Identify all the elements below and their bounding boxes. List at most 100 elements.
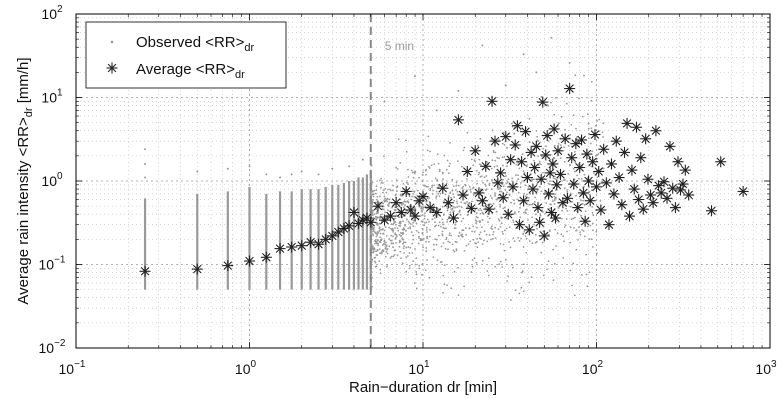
observed-point — [402, 183, 405, 185]
asterisk-stroke — [549, 124, 559, 134]
average-point — [480, 160, 492, 172]
observed-point — [457, 89, 460, 92]
average-point — [343, 220, 355, 232]
observed-point — [535, 240, 538, 243]
asterisk-stroke — [528, 184, 538, 194]
average-point — [637, 203, 649, 215]
observed-point — [475, 242, 478, 245]
observed-point — [590, 189, 593, 192]
observed-point — [574, 74, 577, 77]
observed-point — [375, 189, 378, 192]
observed-point — [506, 181, 509, 184]
observed-point — [394, 206, 396, 209]
observed-point — [375, 218, 378, 221]
average-point — [549, 212, 561, 224]
observed-point — [474, 219, 477, 222]
average-point — [457, 189, 469, 201]
y-tick-base: 10 — [41, 90, 57, 106]
asterisk-stroke — [567, 153, 577, 163]
observed-point — [590, 127, 593, 130]
observed-point — [404, 204, 406, 207]
average-point — [545, 206, 557, 218]
observed-point — [371, 233, 374, 236]
observed-point — [539, 213, 542, 215]
asterisk-stroke — [406, 205, 416, 215]
observed-point — [398, 222, 401, 225]
observed-point — [485, 189, 487, 192]
asterisk-stroke — [607, 159, 616, 169]
observed-point — [536, 135, 539, 138]
observed-point — [479, 213, 482, 215]
observed-point — [453, 199, 456, 202]
asterisk-stroke — [551, 213, 560, 223]
observed-point — [395, 166, 398, 169]
observed-point — [437, 234, 440, 237]
observed-point — [492, 203, 495, 205]
average-point — [465, 202, 477, 214]
observed-point — [371, 193, 374, 196]
observed-point — [578, 226, 580, 229]
observed-point — [378, 226, 381, 229]
observed-point — [602, 136, 604, 138]
asterisk-stroke — [632, 122, 641, 132]
asterisk-stroke — [634, 195, 643, 204]
observed-point — [567, 173, 569, 175]
observed-point — [587, 137, 590, 140]
observed-point — [452, 185, 455, 188]
observed-point — [426, 259, 428, 261]
asterisk-stroke — [580, 216, 590, 226]
observed-point — [450, 196, 452, 199]
observed-point — [530, 276, 533, 278]
observed-point — [384, 199, 387, 202]
observed-point — [418, 235, 420, 238]
observed-point — [409, 226, 411, 228]
observed-point — [392, 235, 394, 238]
observed-point — [300, 170, 303, 173]
observed-point — [467, 243, 470, 246]
average-point — [338, 222, 350, 234]
observed-point — [408, 264, 411, 267]
observed-point — [554, 193, 556, 196]
average-point — [448, 212, 460, 224]
observed-point — [429, 229, 431, 231]
asterisk-stroke — [349, 208, 359, 217]
average-point — [610, 135, 622, 147]
observed-point — [378, 248, 381, 251]
observed-point — [531, 178, 534, 181]
observed-point — [549, 158, 552, 161]
asterisk-stroke — [560, 134, 570, 144]
observed-point — [522, 211, 525, 214]
observed-point — [375, 265, 378, 268]
observed-point — [445, 236, 448, 239]
observed-point — [434, 221, 436, 224]
observed-point — [394, 233, 396, 236]
observed-point — [383, 100, 386, 103]
observed-point — [375, 235, 378, 238]
observed-point — [412, 192, 415, 195]
observed-point — [370, 270, 373, 273]
observed-point — [392, 229, 395, 232]
observed-point — [431, 218, 434, 221]
observed-point — [504, 84, 507, 87]
observed-point — [567, 144, 570, 147]
observed-point — [500, 217, 503, 219]
average-point — [486, 95, 498, 107]
observed-point — [456, 190, 459, 193]
asterisk-stroke — [594, 167, 604, 176]
average-point — [581, 148, 593, 160]
observed-point — [424, 222, 426, 224]
observed-point — [419, 237, 422, 240]
observed-point — [454, 223, 457, 226]
x-tick-base: 10 — [235, 361, 251, 377]
asterisk-stroke — [515, 220, 524, 229]
observed-point — [573, 227, 575, 229]
observed-point — [499, 243, 502, 245]
observed-point — [402, 215, 404, 218]
observed-point — [377, 244, 379, 247]
observed-point — [507, 178, 510, 181]
average-point — [583, 175, 595, 187]
average-point — [664, 140, 676, 152]
observed-point — [595, 154, 597, 157]
average-point — [603, 219, 615, 231]
